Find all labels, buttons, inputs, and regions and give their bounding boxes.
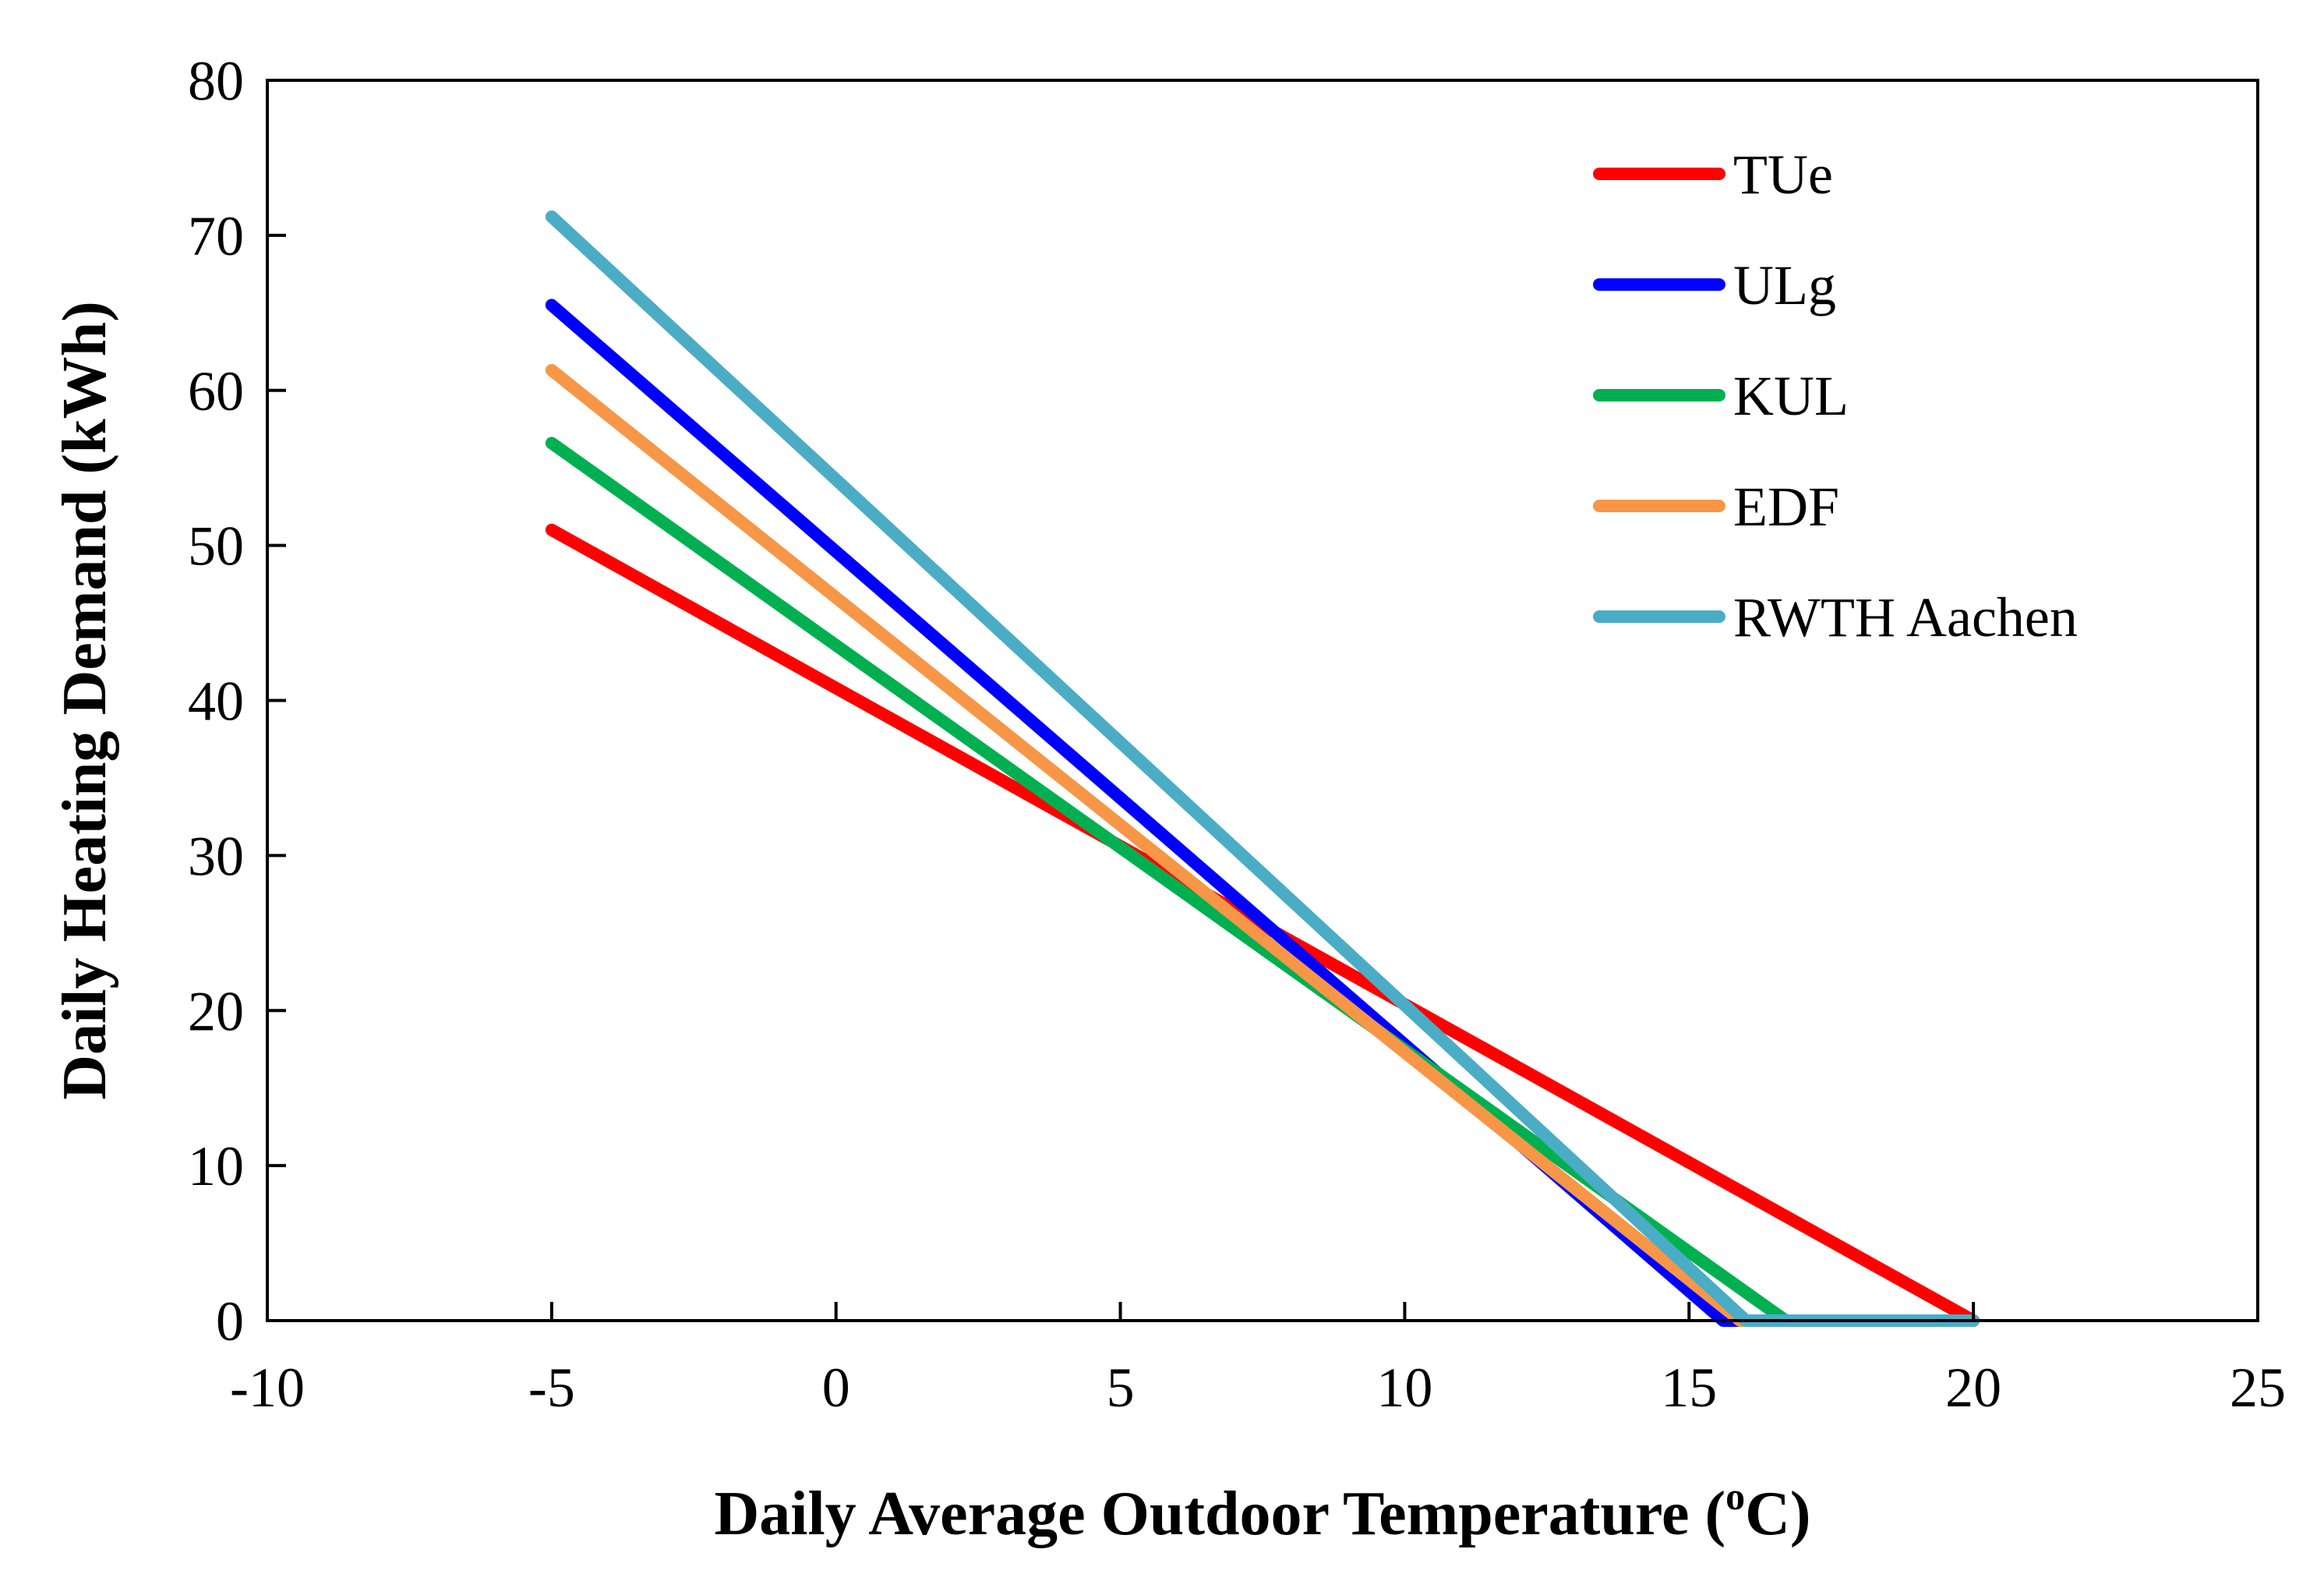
y-tick-label: 30 (188, 825, 244, 887)
x-axis-title: Daily Average Outdoor Temperature (oC) (714, 1474, 1810, 1548)
tick-marks (266, 79, 2259, 1322)
y-tick-label: 20 (188, 980, 244, 1042)
x-tick-label: 20 (1945, 1356, 2001, 1419)
x-tick-labels: -10 -5 0 5 10 15 20 25 (230, 1356, 2286, 1419)
x-tick-label: 0 (822, 1356, 850, 1419)
legend-label-rwth-aachen: RWTH Aachen (1733, 586, 2078, 649)
x-axis-title-suffix: C) (1745, 1480, 1810, 1548)
x-tick-label: -5 (528, 1356, 575, 1419)
legend-label-tue: TUe (1733, 143, 1833, 206)
x-axis-title-main: Daily Average Outdoor Temperature ( (714, 1480, 1725, 1548)
legend-label-kul: KUL (1733, 365, 1849, 427)
legend-label-edf: EDF (1733, 476, 1839, 538)
x-tick-label: 25 (2230, 1356, 2286, 1419)
x-tick-label: 10 (1376, 1356, 1432, 1419)
y-tick-label: 80 (188, 50, 244, 112)
y-tick-label: 50 (188, 515, 244, 578)
x-tick-label: 15 (1661, 1356, 1717, 1419)
y-tick-labels: 0 10 20 30 40 50 60 70 80 (188, 50, 244, 1353)
x-axis-title-superscript: o (1725, 1474, 1745, 1518)
y-tick-label: 60 (188, 360, 244, 423)
series-line-edf (545, 363, 1753, 1327)
x-tick-label: -10 (230, 1356, 305, 1419)
y-tick-label: 70 (188, 205, 244, 267)
y-tick-label: 0 (216, 1290, 244, 1353)
legend: TUe ULg KUL EDF RWTH Aachen (1593, 143, 2078, 649)
legend-label-ulg: ULg (1733, 254, 1836, 317)
plot-area-frame (266, 79, 2259, 1322)
y-tick-label: 10 (188, 1135, 244, 1197)
y-tick-label: 40 (188, 670, 244, 733)
x-tick-label: 5 (1107, 1356, 1135, 1419)
y-axis-title: Daily Heating Demand (kWh) (51, 301, 119, 1100)
